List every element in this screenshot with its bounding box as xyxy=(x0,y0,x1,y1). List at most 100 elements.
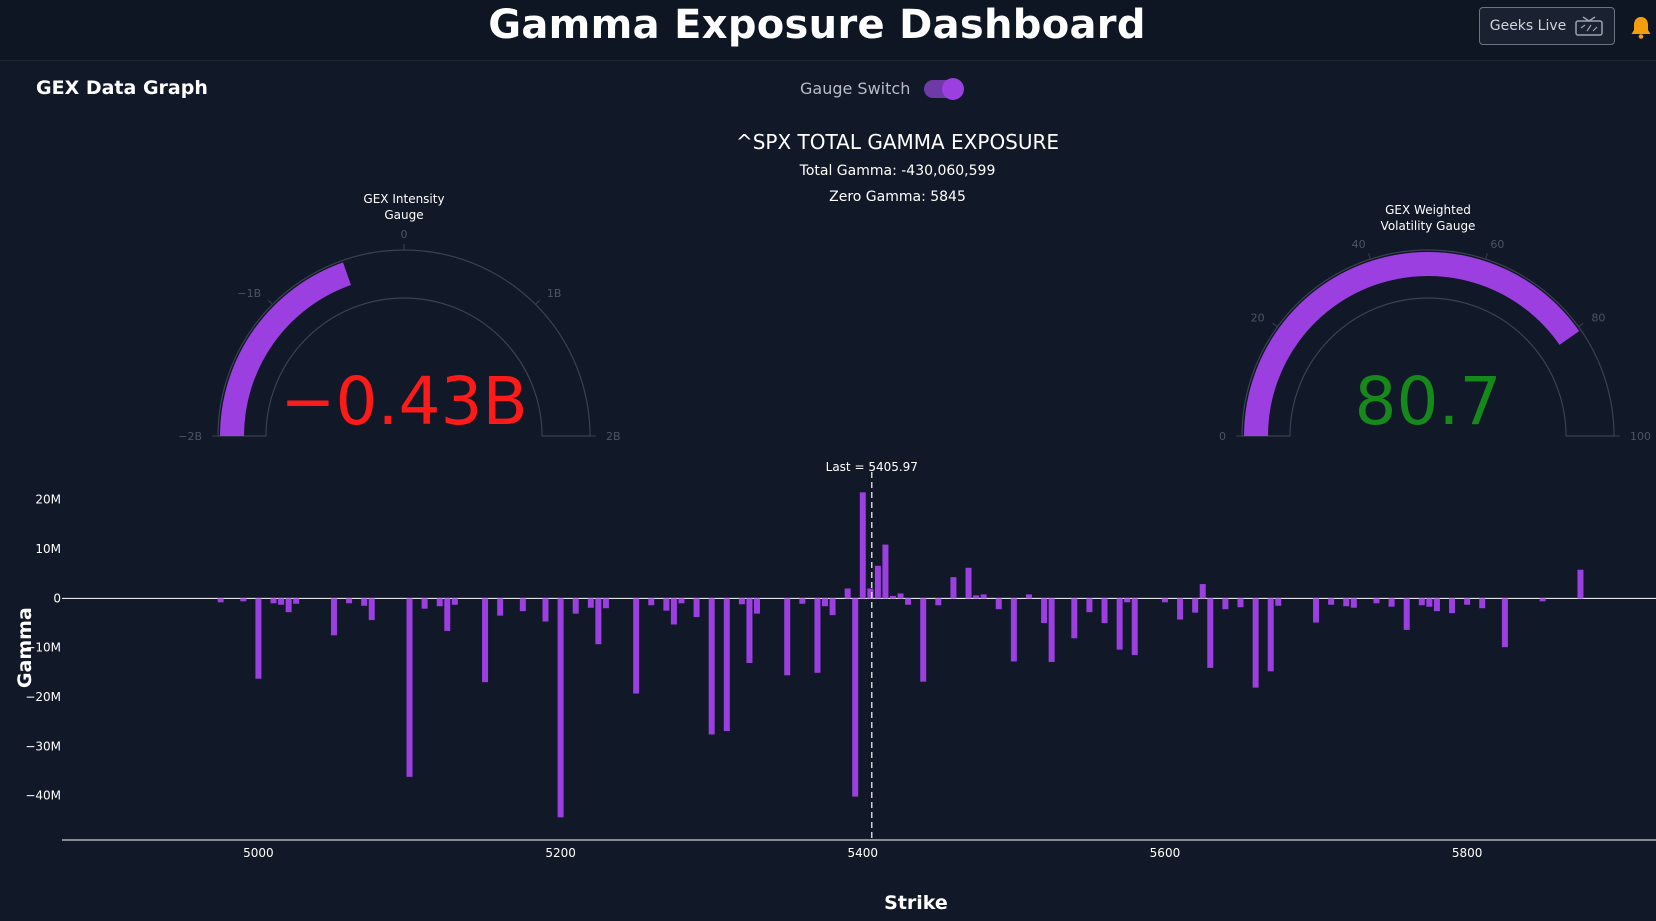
gamma-bar xyxy=(1025,594,1032,599)
gauge-tick-label: 1B xyxy=(547,287,562,300)
gamma-bar xyxy=(980,594,987,599)
gamma-bar xyxy=(965,567,972,599)
gauge-tick-label: −1B xyxy=(237,287,261,300)
gamma-bar xyxy=(678,598,685,604)
geeks-live-button[interactable]: Geeks Live xyxy=(1479,7,1615,45)
bell-icon[interactable] xyxy=(1630,15,1652,39)
app-title: Gamma Exposure Dashboard xyxy=(488,2,1146,48)
gamma-bar xyxy=(829,598,836,616)
gamma-bar xyxy=(1418,598,1425,606)
gamma-bar xyxy=(278,598,285,605)
gamma-bar xyxy=(723,598,730,732)
gamma-bar xyxy=(1426,598,1433,607)
gamma-bar xyxy=(1464,598,1471,605)
gamma-bar xyxy=(1275,598,1282,606)
gamma-bar xyxy=(693,598,700,618)
chart-heading: ^SPX TOTAL GAMMA EXPOSURE xyxy=(735,130,1060,154)
gauge-outer-arc xyxy=(1241,249,1615,437)
gamma-bar xyxy=(1207,598,1214,668)
gamma-bar xyxy=(1048,598,1055,662)
gauge-value: −0.43B xyxy=(280,363,528,440)
gauge-tick-label: 20 xyxy=(1251,311,1265,324)
gamma-bar xyxy=(1124,598,1131,603)
gamma-bar xyxy=(595,598,602,645)
gamma-bar xyxy=(406,598,413,777)
gauge-2: 0 20 40 60 80 100 GEX Weighted Volatility Gauge… xyxy=(1219,203,1651,443)
gauge-switch-toggle[interactable] xyxy=(924,77,965,100)
section-title: GEX Data Graph xyxy=(36,77,208,99)
gamma-bar xyxy=(1373,598,1380,604)
gamma-bar xyxy=(1199,584,1206,599)
top-bar: Gamma Exposure Dashboard Geeks Live xyxy=(0,0,1656,61)
gamma-bar xyxy=(444,598,451,631)
gamma-bar xyxy=(874,565,881,599)
gamma-bar xyxy=(663,598,670,611)
gauge-tick-label: −2B xyxy=(178,430,202,443)
gamma-bar xyxy=(1449,598,1456,614)
gamma-bar xyxy=(557,598,564,818)
gauge-tick xyxy=(535,299,541,305)
gamma-bar xyxy=(859,492,866,599)
total-gamma-text: Total Gamma: -430,060,599 xyxy=(799,163,996,179)
gauge-tick-label: 2B xyxy=(606,430,621,443)
gamma-bar xyxy=(1479,598,1486,609)
gauge-tick-label: 80 xyxy=(1591,311,1605,324)
gamma-bar xyxy=(270,598,277,604)
gauge-inner-arc xyxy=(1289,297,1567,437)
gamma-bar xyxy=(799,598,806,604)
gamma-bar xyxy=(973,595,980,599)
gamma-bar xyxy=(1010,598,1017,662)
gauge-tick-label: 60 xyxy=(1490,238,1504,251)
gauge-tick xyxy=(1578,322,1584,328)
gamma-bar xyxy=(587,598,594,608)
y-tick-label: 20M xyxy=(35,493,61,507)
gamma-bar xyxy=(1237,598,1244,608)
gauge-title-line2: Gauge xyxy=(384,208,423,222)
gauge-value-bar xyxy=(220,262,352,437)
y-tick-label: 0 xyxy=(53,591,61,605)
gamma-bar xyxy=(1313,598,1320,623)
y-tick-label: −20M xyxy=(25,690,61,704)
x-tick-label: 5000 xyxy=(243,846,274,860)
gamma-bar xyxy=(255,598,262,679)
gamma-bar xyxy=(1403,598,1410,630)
gamma-bar xyxy=(1252,598,1259,688)
gauge-tick-label: 100 xyxy=(1630,430,1651,443)
y-tick-label: −40M xyxy=(25,789,61,803)
gamma-bar xyxy=(1267,598,1274,672)
gauge-inner-arc xyxy=(265,297,543,437)
gamma-bar xyxy=(1116,598,1123,650)
gamma-bar xyxy=(497,598,504,616)
gamma-bar xyxy=(1192,598,1199,613)
gamma-bar xyxy=(1433,598,1440,612)
gauge-tick xyxy=(267,299,273,305)
gamma-bar xyxy=(602,598,609,609)
gamma-bar xyxy=(572,598,579,614)
gamma-bar xyxy=(421,598,428,609)
toggle-knob xyxy=(942,77,965,100)
gamma-bar xyxy=(542,598,549,622)
gamma-bar xyxy=(1539,598,1546,602)
gamma-bar xyxy=(1101,598,1108,624)
gamma-bar xyxy=(1086,598,1093,613)
y-axis-title: Gamma xyxy=(14,607,36,688)
gamma-bar xyxy=(814,598,821,673)
gamma-bar xyxy=(293,598,300,604)
gamma-bar xyxy=(1577,569,1584,599)
gamma-bar xyxy=(1161,598,1168,603)
live-tv-icon xyxy=(1575,16,1603,36)
gauge-switch: Gauge Switch xyxy=(800,77,965,100)
x-tick-label: 5600 xyxy=(1150,846,1181,860)
gauges: −2B −1B 0 1B 2B GEX Intensity Gauge −0.43B 0 20 40… xyxy=(178,192,1651,443)
gamma-bar xyxy=(920,598,927,682)
gauge-tick-label: 40 xyxy=(1352,238,1366,251)
gamma-bar xyxy=(482,598,489,683)
gamma-bar xyxy=(746,598,753,663)
gauge-tick xyxy=(1272,322,1278,328)
gauge-tick-label: 0 xyxy=(401,228,408,241)
x-axis-title: Strike xyxy=(884,892,948,914)
gamma-bar xyxy=(950,577,957,599)
gamma-bar xyxy=(754,598,761,614)
gamma-bar xyxy=(217,598,224,603)
gamma-bar xyxy=(1343,598,1350,607)
